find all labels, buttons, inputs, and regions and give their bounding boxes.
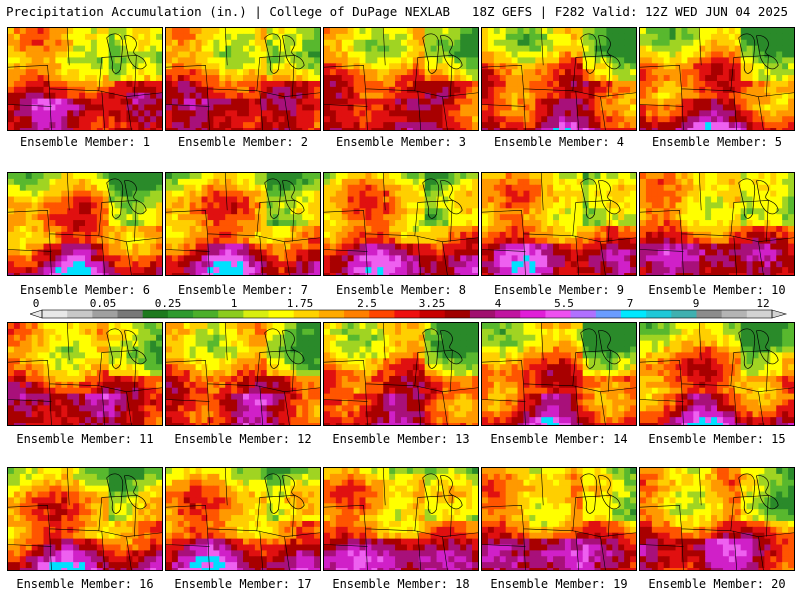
colorbar-tick-label: 12 <box>756 297 770 310</box>
ensemble-member-label: Ensemble Member: 3 <box>335 135 467 149</box>
colorbar-segment <box>746 310 773 318</box>
ensemble-map-panel <box>639 172 795 276</box>
ensemble-map-panel <box>165 467 321 571</box>
colorbar-tick-label: 7 <box>626 297 634 310</box>
colorbar-segment <box>293 310 320 318</box>
colorbar-segment <box>444 310 471 318</box>
ensemble-member-label: Ensemble Member: 17 <box>174 577 312 591</box>
ensemble-member-label: Ensemble Member: 10 <box>648 283 786 297</box>
colorbar-segment <box>268 310 295 318</box>
colorbar-segment <box>67 310 93 318</box>
ensemble-map-panel <box>639 467 795 571</box>
colorbar-segment <box>545 310 572 318</box>
colorbar-segment <box>92 310 119 318</box>
ensemble-map-panel <box>323 172 479 276</box>
ensemble-member-label: Ensemble Member: 9 <box>493 283 625 297</box>
colorbar-tick-label: 4 <box>494 297 502 310</box>
colorbar-tick-label: 3.25 <box>418 297 446 310</box>
colorbar-segment <box>243 310 270 318</box>
colorbar-segment <box>595 310 622 318</box>
ensemble-map-panel <box>481 322 637 426</box>
ensemble-map-panel <box>323 27 479 131</box>
ensemble-member-label: Ensemble Member: 19 <box>490 577 628 591</box>
ensemble-map-panel <box>481 172 637 276</box>
colorbar-segment <box>721 310 748 318</box>
colorbar-tick-label: 0 <box>32 297 40 310</box>
colorbar-tick-label: 2.5 <box>357 297 377 310</box>
ensemble-map-panel <box>7 467 163 571</box>
colorbar-tick-label: 1 <box>230 297 238 310</box>
ensemble-member-label: Ensemble Member: 20 <box>648 577 786 591</box>
ensemble-member-label: Ensemble Member: 16 <box>16 577 154 591</box>
ensemble-member-label: Ensemble Member: 4 <box>493 135 625 149</box>
colorbar-segment <box>469 310 496 318</box>
colorbar-tick-label: 0.05 <box>89 297 117 310</box>
colorbar-segment <box>167 310 194 318</box>
ensemble-map-panel <box>7 322 163 426</box>
ensemble-map-panel <box>7 27 163 131</box>
precipitation-colorbar <box>30 309 788 319</box>
colorbar-right-arrow <box>771 309 788 319</box>
ensemble-member-label: Ensemble Member: 5 <box>651 135 783 149</box>
page-title: Precipitation Accumulation (in.) | Colle… <box>6 4 451 19</box>
colorbar-tick-label: 9 <box>692 297 700 310</box>
ensemble-member-label: Ensemble Member: 2 <box>177 135 309 149</box>
colorbar-segment <box>646 310 672 318</box>
colorbar-segment <box>671 310 697 318</box>
ensemble-map-panel <box>165 172 321 276</box>
colorbar-tick-label: 0.25 <box>154 297 182 310</box>
colorbar-tick-label: 1.75 <box>286 297 314 310</box>
run-info: 18Z GEFS | F282 Valid: 12Z WED JUN 04 20… <box>471 4 788 19</box>
colorbar-segment <box>696 310 723 318</box>
ensemble-member-label: Ensemble Member: 8 <box>335 283 467 297</box>
ensemble-member-label: Ensemble Member: 6 <box>19 283 151 297</box>
ensemble-map-panel <box>639 322 795 426</box>
ensemble-map-panel <box>323 467 479 571</box>
colorbar-left-arrow <box>30 309 43 319</box>
ensemble-map-panel <box>165 27 321 131</box>
colorbar-segment <box>218 310 244 318</box>
colorbar-segment <box>419 310 446 318</box>
ensemble-map-panel <box>481 467 637 571</box>
colorbar-segment <box>318 310 345 318</box>
ensemble-map-panel <box>639 27 795 131</box>
colorbar-segment <box>394 310 421 318</box>
ensemble-member-label: Ensemble Member: 7 <box>177 283 309 297</box>
colorbar-segment <box>193 310 219 318</box>
colorbar-tick-label: 5.5 <box>554 297 574 310</box>
ensemble-member-label: Ensemble Member: 1 <box>19 135 151 149</box>
ensemble-map-panel <box>481 27 637 131</box>
colorbar-segment <box>117 310 144 318</box>
ensemble-map-panel <box>165 322 321 426</box>
colorbar-segment <box>570 310 597 318</box>
ensemble-member-label: Ensemble Member: 11 <box>16 432 154 446</box>
colorbar-segment <box>142 310 169 318</box>
colorbar-segment <box>495 310 521 318</box>
ensemble-member-label: Ensemble Member: 12 <box>174 432 312 446</box>
ensemble-member-label: Ensemble Member: 18 <box>332 577 470 591</box>
ensemble-member-label: Ensemble Member: 13 <box>332 432 470 446</box>
ensemble-member-label: Ensemble Member: 14 <box>490 432 628 446</box>
ensemble-member-label: Ensemble Member: 15 <box>648 432 786 446</box>
colorbar-segment <box>344 310 370 318</box>
ensemble-map-panel <box>7 172 163 276</box>
colorbar-segment <box>369 310 395 318</box>
colorbar-segment <box>42 310 68 318</box>
colorbar-segment <box>520 310 546 318</box>
ensemble-map-panel <box>323 322 479 426</box>
colorbar-segment <box>620 310 647 318</box>
